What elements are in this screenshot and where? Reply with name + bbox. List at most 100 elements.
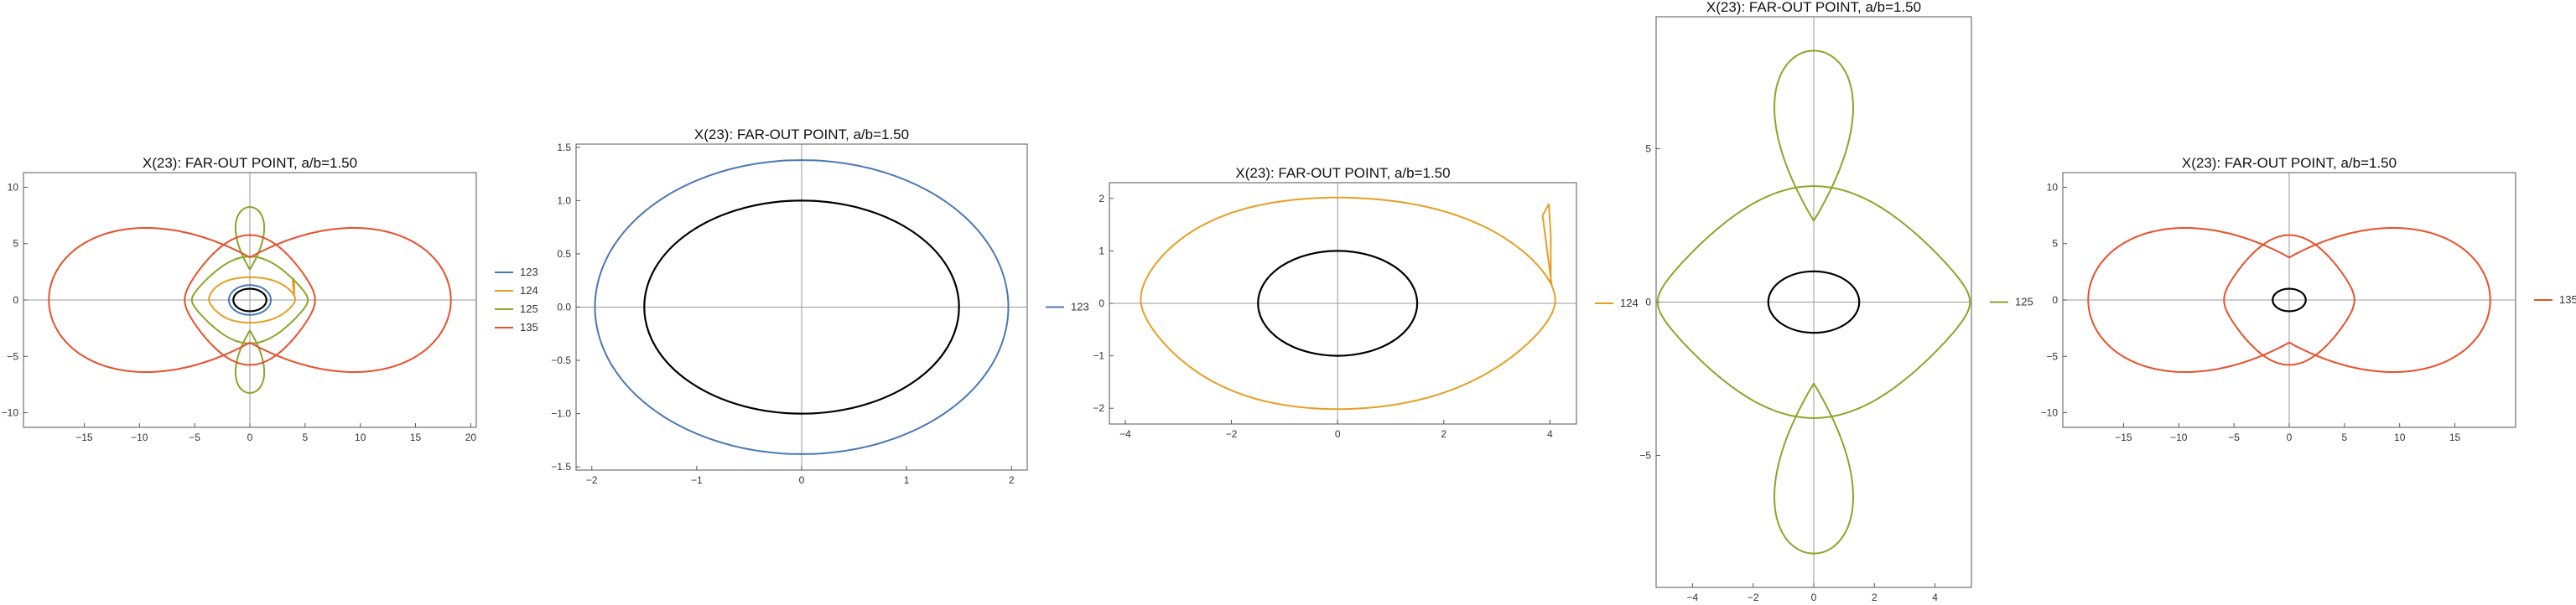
- series-135-curve: [2223, 234, 2355, 366]
- series-125-curve: [190, 256, 309, 344]
- x-tick-label: −10: [131, 432, 148, 443]
- chart-title: X(23): FAR-OUT POINT, a/b=1.50: [2182, 155, 2397, 171]
- legend: 135: [2534, 293, 2576, 306]
- x-tick-label: −10: [2170, 432, 2188, 443]
- x-tick-label: 15: [410, 432, 422, 443]
- chart-title: X(23): FAR-OUT POINT, a/b=1.50: [694, 127, 909, 142]
- series-135-curve: [2087, 227, 2491, 373]
- x-tick-label: 0: [1335, 428, 1341, 440]
- y-tick-label: 1: [1098, 245, 1104, 256]
- x-tick-label: −2: [1226, 428, 1238, 440]
- legend: 124: [1595, 297, 1639, 309]
- plot-area: [1656, 49, 1971, 555]
- series-135-curve: [184, 234, 316, 366]
- series-125-curve: [1774, 49, 1854, 222]
- plot-area: [48, 206, 452, 394]
- x-tick-label: −5: [189, 432, 200, 443]
- chart-3: X(23): FAR-OUT POINT, a/b=1.50 −4 −2 0 2 4 −2 −…: [1093, 165, 1638, 440]
- x-tick-label: −15: [2115, 432, 2132, 443]
- series-124-curve: [208, 276, 296, 324]
- chart-5: X(23): FAR-OUT POINT, a/b=1.50 −15 −10 −5 0 5…: [2041, 155, 2576, 443]
- x-tick-label: 2: [1009, 474, 1015, 486]
- x-tick-label: 0: [1811, 592, 1817, 603]
- reference-ellipse: [1767, 270, 1861, 334]
- y-tick-label: 0: [2052, 294, 2058, 306]
- chart-title: X(23): FAR-OUT POINT, a/b=1.50: [1706, 0, 1921, 15]
- x-tick-label: 2: [1441, 428, 1446, 440]
- x-tick-label: −2: [586, 474, 598, 486]
- y-tick-label: −5: [1639, 450, 1651, 462]
- y-tick-label: −5: [7, 350, 18, 362]
- legend: 123 124 125 135: [495, 266, 538, 334]
- y-tick-label: −1.0: [551, 408, 571, 420]
- plot-area: [2087, 227, 2491, 373]
- legend-label-125: 125: [2015, 296, 2033, 308]
- legend-label-135: 135: [2559, 293, 2576, 306]
- x-tick-label: 10: [355, 432, 366, 443]
- y-tick-label: 5: [1645, 142, 1651, 154]
- y-tick-label: −10: [2041, 407, 2059, 419]
- x-tick-label: −5: [2228, 432, 2240, 443]
- chart-title: X(23): FAR-OUT POINT, a/b=1.50: [143, 155, 357, 171]
- reference-ellipse: [2272, 287, 2307, 313]
- reference-ellipse: [232, 287, 267, 313]
- x-tick-label: 2: [1872, 592, 1877, 603]
- y-tick-label: 5: [13, 238, 18, 250]
- chart-2: X(23): FAR-OUT POINT, a/b=1.50 −2 −1 0 1 2 −1.…: [551, 127, 1088, 486]
- y-tick-label: −1: [1093, 350, 1104, 362]
- x-tick-label: 0: [2287, 432, 2293, 443]
- series-123-curve: [228, 284, 272, 316]
- legend-label-124: 124: [1620, 297, 1639, 309]
- series-123-curve: [594, 159, 1010, 455]
- y-tick-label: 2: [1098, 193, 1104, 204]
- legend-label-125: 125: [520, 302, 538, 315]
- legend: 125: [1990, 296, 2033, 308]
- chart-4: X(23): FAR-OUT POINT, a/b=1.50 −4 −2 0 2 4 −5 0…: [1639, 0, 2033, 603]
- y-tick-label: 0: [1645, 297, 1651, 308]
- x-tick-label: 15: [2449, 432, 2461, 443]
- x-tick-label: 4: [1547, 428, 1553, 440]
- y-tick-label: 0: [13, 294, 18, 306]
- y-tick-label: −0.5: [551, 354, 571, 366]
- x-tick-label: 0: [247, 432, 253, 443]
- x-tick-label: −2: [1748, 592, 1759, 603]
- x-tick-label: 1: [904, 474, 910, 486]
- series-135-curve: [48, 227, 452, 373]
- x-tick-label: −4: [1687, 592, 1699, 603]
- chart-1: X(23): FAR-OUT POINT, a/b=1.50 −15 −10 −5 0 5…: [2, 155, 538, 443]
- y-tick-label: 10: [2047, 181, 2059, 193]
- legend-label-123: 123: [1071, 301, 1089, 313]
- series-125-curve: [1774, 382, 1854, 555]
- x-tick-label: 10: [2394, 432, 2406, 443]
- x-tick-label: −4: [1119, 428, 1131, 440]
- x-tick-label: 5: [303, 432, 309, 443]
- x-tick-label: −1: [691, 474, 703, 486]
- legend: 123: [1046, 301, 1089, 313]
- y-tick-label: 0: [1098, 297, 1104, 309]
- series-125-curve: [1656, 185, 1971, 419]
- y-tick-label: −5: [2046, 350, 2058, 362]
- x-tick-label: 20: [465, 432, 477, 443]
- x-tick-label: 5: [2342, 432, 2348, 443]
- y-tick-label: 1.5: [557, 142, 571, 153]
- legend-label-135: 135: [520, 321, 538, 334]
- y-tick-label: 1.0: [557, 194, 571, 206]
- y-tick-label: −2: [1093, 402, 1104, 414]
- x-tick-label: 4: [1932, 592, 1938, 603]
- y-tick-label: −1.5: [551, 461, 571, 473]
- y-tick-label: −10: [2, 407, 19, 419]
- y-tick-label: 0.5: [557, 248, 571, 260]
- x-tick-label: 0: [799, 474, 805, 486]
- legend-label-123: 123: [520, 266, 538, 278]
- reference-ellipse: [643, 199, 960, 415]
- chart-title: X(23): FAR-OUT POINT, a/b=1.50: [1235, 165, 1450, 181]
- plot-area: [1140, 196, 1556, 411]
- legend-label-124: 124: [520, 284, 538, 297]
- reference-ellipse: [1257, 250, 1419, 357]
- y-tick-label: 5: [2052, 238, 2058, 250]
- y-tick-label: 0.0: [557, 302, 571, 313]
- plot-area: [594, 159, 1010, 455]
- series-124-curve: [1140, 196, 1556, 411]
- y-tick-label: 10: [8, 181, 19, 193]
